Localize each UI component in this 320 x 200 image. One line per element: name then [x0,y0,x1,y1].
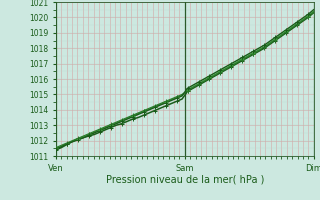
X-axis label: Pression niveau de la mer( hPa ): Pression niveau de la mer( hPa ) [106,174,264,184]
